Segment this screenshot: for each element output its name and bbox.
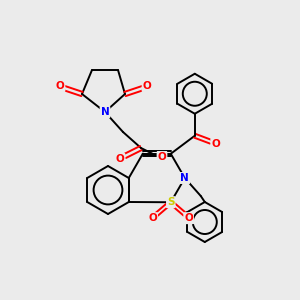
Text: O: O xyxy=(184,213,193,223)
Text: O: O xyxy=(148,213,157,223)
Text: N: N xyxy=(180,173,189,183)
Text: S: S xyxy=(167,197,175,207)
Text: O: O xyxy=(184,213,193,223)
Text: O: O xyxy=(56,81,64,91)
Text: O: O xyxy=(142,81,152,91)
Text: O: O xyxy=(148,213,157,223)
Text: O: O xyxy=(212,139,220,149)
Text: N: N xyxy=(100,107,109,117)
Text: S: S xyxy=(167,197,175,207)
Text: O: O xyxy=(158,152,166,162)
Text: O: O xyxy=(142,81,152,91)
Text: O: O xyxy=(56,81,64,91)
Text: N: N xyxy=(100,107,109,117)
Text: N: N xyxy=(180,173,189,183)
Text: O: O xyxy=(116,154,124,164)
Text: O: O xyxy=(158,152,166,162)
Text: O: O xyxy=(212,139,220,149)
Text: O: O xyxy=(116,154,124,164)
